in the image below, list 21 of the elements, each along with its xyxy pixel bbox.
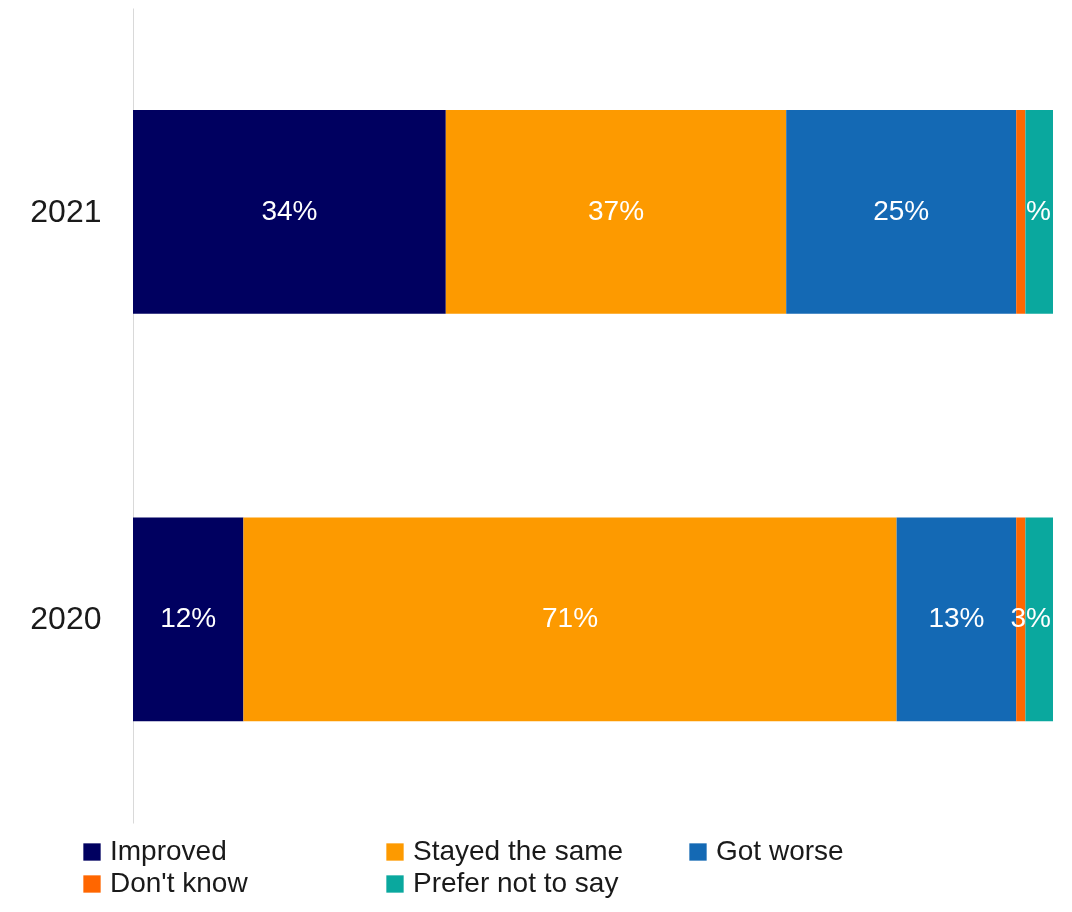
bar [1025,109,1053,314]
legend-label: Improved [110,835,227,866]
data-label: 71% [541,602,599,634]
legend-label: Don't know [110,867,249,898]
bar [1016,109,1026,314]
legend-label: Stayed the same [413,835,624,866]
data-label: 25% [873,194,930,226]
data-label: 12% [160,602,217,634]
data-label: 13% [928,602,985,634]
bar [445,109,787,314]
bar [786,109,1017,314]
bar [133,517,244,722]
bar [133,109,446,314]
y-tick-label: 2020 [30,600,102,637]
legend-label: Got worse [716,835,844,866]
data-label: 34% [261,194,318,226]
y-tick-label: 2021 [30,192,102,229]
bar [243,517,897,722]
legend-label: Prefer not to say [413,867,619,898]
data-label: % [1026,194,1051,226]
data-label: 37% [587,194,645,226]
